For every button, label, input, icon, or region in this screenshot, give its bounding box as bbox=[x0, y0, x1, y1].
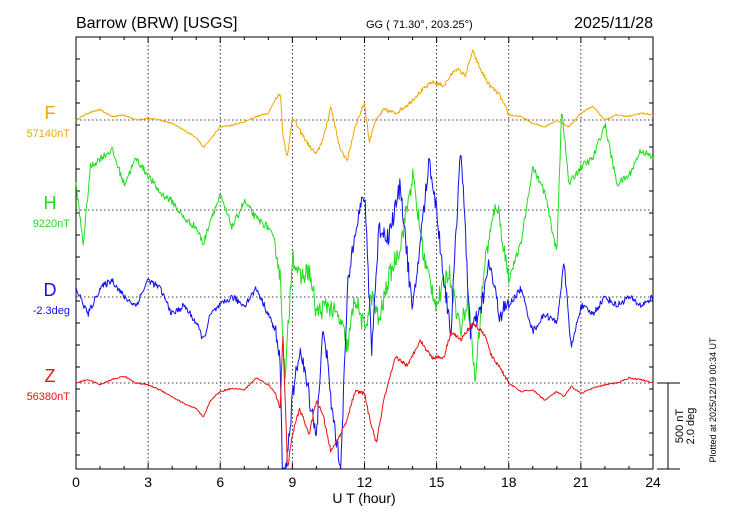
scale-label-deg: 2.0 deg bbox=[685, 408, 697, 445]
x-tick-label: 21 bbox=[573, 474, 589, 490]
x-axis-label: U T (hour) bbox=[332, 490, 395, 506]
series-baseline-z: 56380nT bbox=[27, 391, 71, 403]
x-tick-label: 18 bbox=[501, 474, 517, 490]
scale-label-nt: 500 nT bbox=[674, 409, 686, 444]
series-baseline-f: 57140nT bbox=[27, 128, 71, 140]
series-name-h: H bbox=[44, 193, 57, 213]
series-line-z bbox=[75, 321, 654, 467]
series-baseline-h: 9220nT bbox=[33, 218, 71, 230]
series-labels: F 57140nT H 9220nT D -2.3deg Z 56380nT bbox=[27, 103, 71, 403]
series-line-f bbox=[75, 49, 654, 162]
scale-bar: 500 nT 2.0 deg bbox=[657, 382, 697, 470]
x-tick-label: 15 bbox=[429, 474, 445, 490]
series-name-f: F bbox=[45, 103, 56, 123]
x-tick-label: 12 bbox=[357, 474, 373, 490]
x-tick-labels: 0 3 6 9 12 15 18 21 24 bbox=[72, 474, 661, 490]
series-name-z: Z bbox=[45, 366, 56, 386]
x-tick-label: 24 bbox=[645, 474, 661, 490]
series-line-h bbox=[75, 113, 654, 383]
grid-lines bbox=[76, 37, 653, 469]
series-name-d: D bbox=[44, 280, 57, 300]
plot-date: 2025/11/28 bbox=[574, 15, 653, 32]
series-baseline-d: -2.3deg bbox=[33, 305, 70, 317]
series-line-d bbox=[75, 155, 654, 469]
station-coordinates: GG ( 71.30°, 203.25°) bbox=[366, 19, 473, 31]
x-tick-label: 0 bbox=[72, 474, 80, 490]
series-lines bbox=[75, 49, 654, 469]
x-tick-label: 3 bbox=[144, 474, 152, 490]
x-tick-label: 6 bbox=[216, 474, 224, 490]
station-title: Barrow (BRW) [USGS] bbox=[76, 15, 238, 32]
x-tick-label: 9 bbox=[288, 474, 296, 490]
plotted-timestamp: Plotted at 2025/12/19 00:34 UT bbox=[708, 337, 718, 463]
